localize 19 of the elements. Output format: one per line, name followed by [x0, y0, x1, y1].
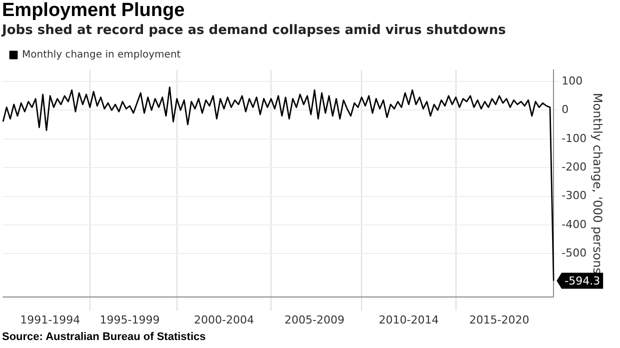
x-tick-label: 1991-1994 [20, 313, 80, 326]
chart-subtitle: Jobs shed at record pace as demand collapses amid virus shutdowns [0, 22, 507, 40]
data-label: -594.3 [564, 274, 600, 288]
y-tick-label: -400 [562, 218, 587, 231]
y-tick-label: 0 [562, 103, 569, 116]
x-tick-label: 1995-1999 [100, 313, 160, 326]
x-tick-label: 2010-2014 [378, 313, 439, 326]
x-tick-label: 2005-2009 [284, 313, 345, 326]
y-tick-label: -200 [562, 160, 587, 174]
legend-label: Monthly change in employment [22, 50, 181, 61]
y-tick-label: -500 [562, 246, 587, 260]
y-axis-title: Monthly change, '000 persons [590, 92, 605, 274]
source-note: Source: Australian Bureau of Statistics [1, 330, 207, 344]
x-tick-label: 2000-2004 [194, 313, 254, 326]
y-tick-label: 100 [562, 74, 583, 88]
y-tick-label: -100 [562, 132, 587, 145]
y-tick-label: -300 [562, 189, 587, 202]
x-tick-label: 2015-2020 [469, 313, 530, 326]
chart-title: Employment Plunge [1, 0, 186, 22]
